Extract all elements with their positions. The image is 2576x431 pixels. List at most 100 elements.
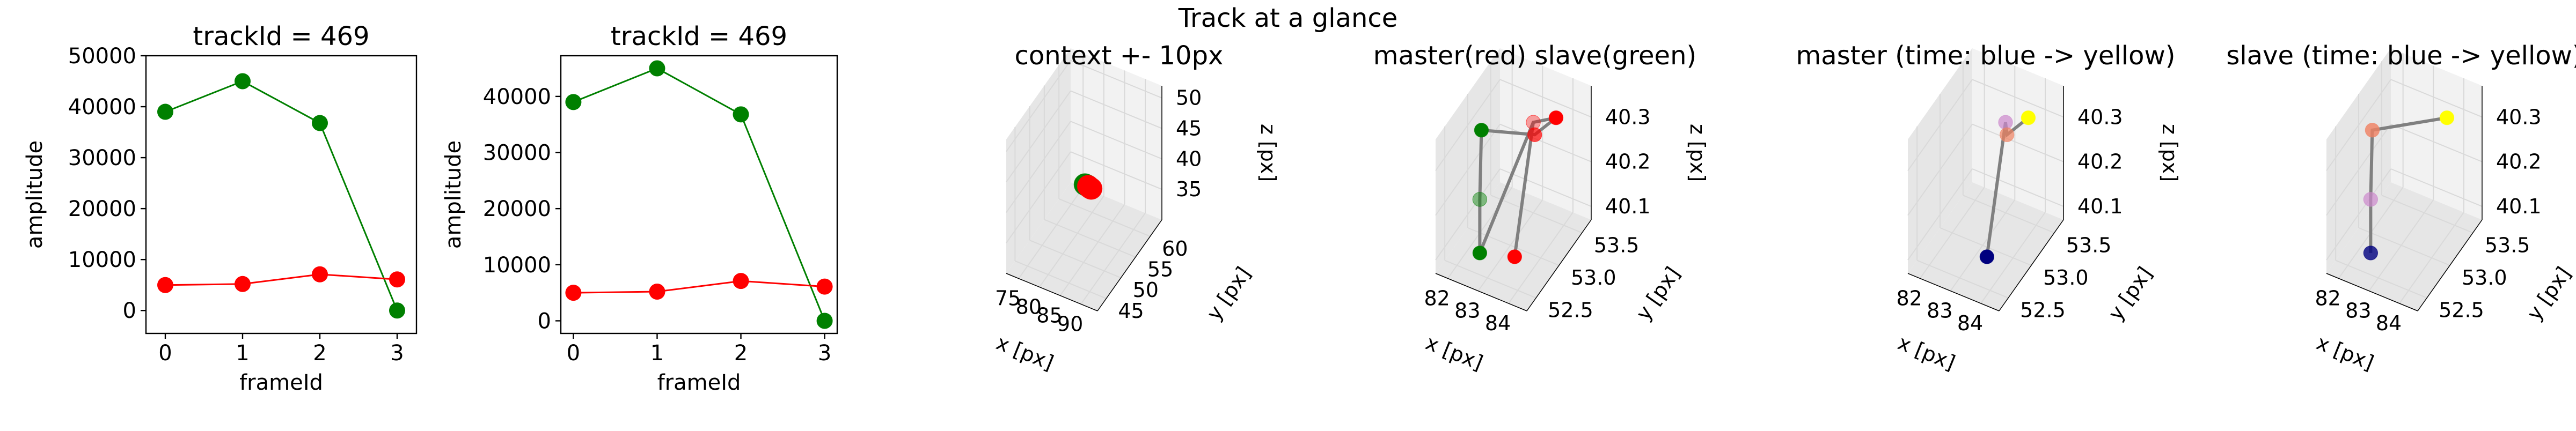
x-tick-label: 0 (567, 341, 580, 366)
x-axis-line (1907, 273, 2000, 311)
y-tick-label: 52.5 (2439, 299, 2484, 322)
z-tick-label: 40 (1176, 147, 1202, 170)
grid-line (2381, 195, 2473, 234)
y-tick-label: 50 (1133, 278, 1159, 302)
scatter-point (2363, 192, 2379, 207)
y-axis-label: amplitude (441, 140, 466, 249)
series-line-slave (165, 80, 398, 311)
z-tick-label: 35 (1176, 177, 1202, 201)
grid-line (1070, 151, 1162, 190)
data-point-slave (649, 60, 665, 77)
grid-line (1070, 60, 1162, 99)
y-tick-label: 20000 (483, 197, 551, 221)
x-tick-label: 82 (2315, 286, 2340, 310)
x-tick-label: 83 (1927, 299, 1952, 323)
grid-line (1006, 151, 1071, 243)
z-tick-label: 50 (1176, 86, 1202, 110)
x-tick-label: 90 (1057, 312, 1083, 336)
y-tick-label: 40000 (483, 85, 551, 109)
scatter-point (1472, 192, 1488, 207)
grid-line (1907, 168, 1973, 261)
y-axis-label: amplitude (23, 140, 47, 249)
grid-line (1058, 198, 1151, 237)
y-tick-label: 53.5 (2066, 233, 2112, 257)
y-tick-label: 52.5 (1548, 299, 1593, 322)
y-tick-label: 53.0 (1571, 266, 1616, 289)
y-axis-line (1526, 219, 1592, 311)
y-tick-label: 0 (123, 299, 136, 323)
x-axis-label: x [px] (2313, 331, 2377, 375)
x-tick-label: 84 (2376, 311, 2402, 335)
y-tick-label: 30000 (483, 141, 551, 166)
grid-line (1499, 79, 1592, 118)
scatter-point (1507, 249, 1523, 264)
x-tick-label: 1 (236, 341, 249, 366)
x-tick-label: 2 (734, 341, 748, 366)
data-point-slave (312, 115, 328, 131)
data-point-master (816, 278, 833, 295)
data-point-master (649, 284, 665, 300)
data-point-slave (157, 103, 173, 120)
line-chart-1: 0 1 2 3 0 10000 20000 30000 40000 50000 trackId = … (23, 21, 418, 395)
series-line-master (165, 273, 398, 286)
x-tick-label: 84 (1957, 311, 1983, 335)
x-axis-label: frameId (239, 370, 323, 395)
y-tick-label: 53.0 (2462, 266, 2507, 289)
x-tick-label: 0 (158, 341, 172, 366)
grid-line (1006, 60, 1071, 152)
x-tick-label: 3 (818, 341, 831, 366)
data-point-slave (565, 94, 582, 110)
data-point-master (157, 277, 173, 293)
grid-line (1907, 79, 1973, 171)
x-axis-line (1006, 273, 1098, 311)
data-point-slave (389, 302, 405, 319)
y-tick-label: 53.5 (1594, 233, 1640, 257)
x-tick-label: 1 (650, 341, 664, 366)
x-axis-label: x [px] (1422, 331, 1486, 375)
pane-left (1006, 48, 1071, 273)
scatter-point (1998, 115, 2013, 130)
grid-line (1972, 123, 2064, 162)
x-tick-label: 2 (313, 341, 326, 366)
z-tick-label: 40.3 (2496, 105, 2542, 129)
series-line-slave (573, 67, 825, 322)
y-axis-label: y [px] (2522, 263, 2576, 325)
grid-line (1029, 240, 1122, 279)
scatter-point (1999, 127, 2015, 143)
grid-line (1059, 204, 1125, 296)
scatter-point (1548, 110, 1564, 125)
grid-line (1490, 195, 1583, 234)
grid-line (2358, 227, 2450, 266)
grid-line (2390, 123, 2483, 162)
x-tick-label: 82 (1896, 286, 1922, 310)
y-tick-label: 30000 (68, 146, 136, 170)
y-tick-label: 52.5 (2020, 299, 2066, 322)
y-tick-label: 53.0 (2043, 266, 2089, 289)
grid-line (2326, 124, 2391, 216)
grid-line (1972, 79, 2064, 118)
grid-line (1435, 79, 1501, 171)
y-axis-label: y [px] (1631, 263, 1685, 325)
plot-frame (560, 55, 838, 335)
chart-title: trackId = 469 (611, 21, 787, 51)
z-tick-label: 40.2 (2077, 150, 2123, 174)
y-tick-label: 20000 (68, 197, 136, 221)
pane-back (2391, 48, 2482, 220)
scatter-point (1474, 123, 1489, 138)
z-axis-label: z [px] (1256, 124, 1280, 182)
chart-title: master(red) slave(green) (1373, 41, 1696, 71)
z-axis-label: z [px] (2158, 124, 2182, 182)
grid-line (1006, 121, 1071, 213)
data-point-slave (733, 106, 749, 123)
data-point-master (565, 285, 582, 301)
z-tick-label: 40.2 (2496, 150, 2542, 174)
scatter-point (1472, 246, 1488, 261)
scatter-point (1526, 115, 1541, 130)
grid-line (1467, 227, 1560, 266)
scatter-point (1527, 127, 1542, 143)
grid-line (1940, 227, 2032, 266)
